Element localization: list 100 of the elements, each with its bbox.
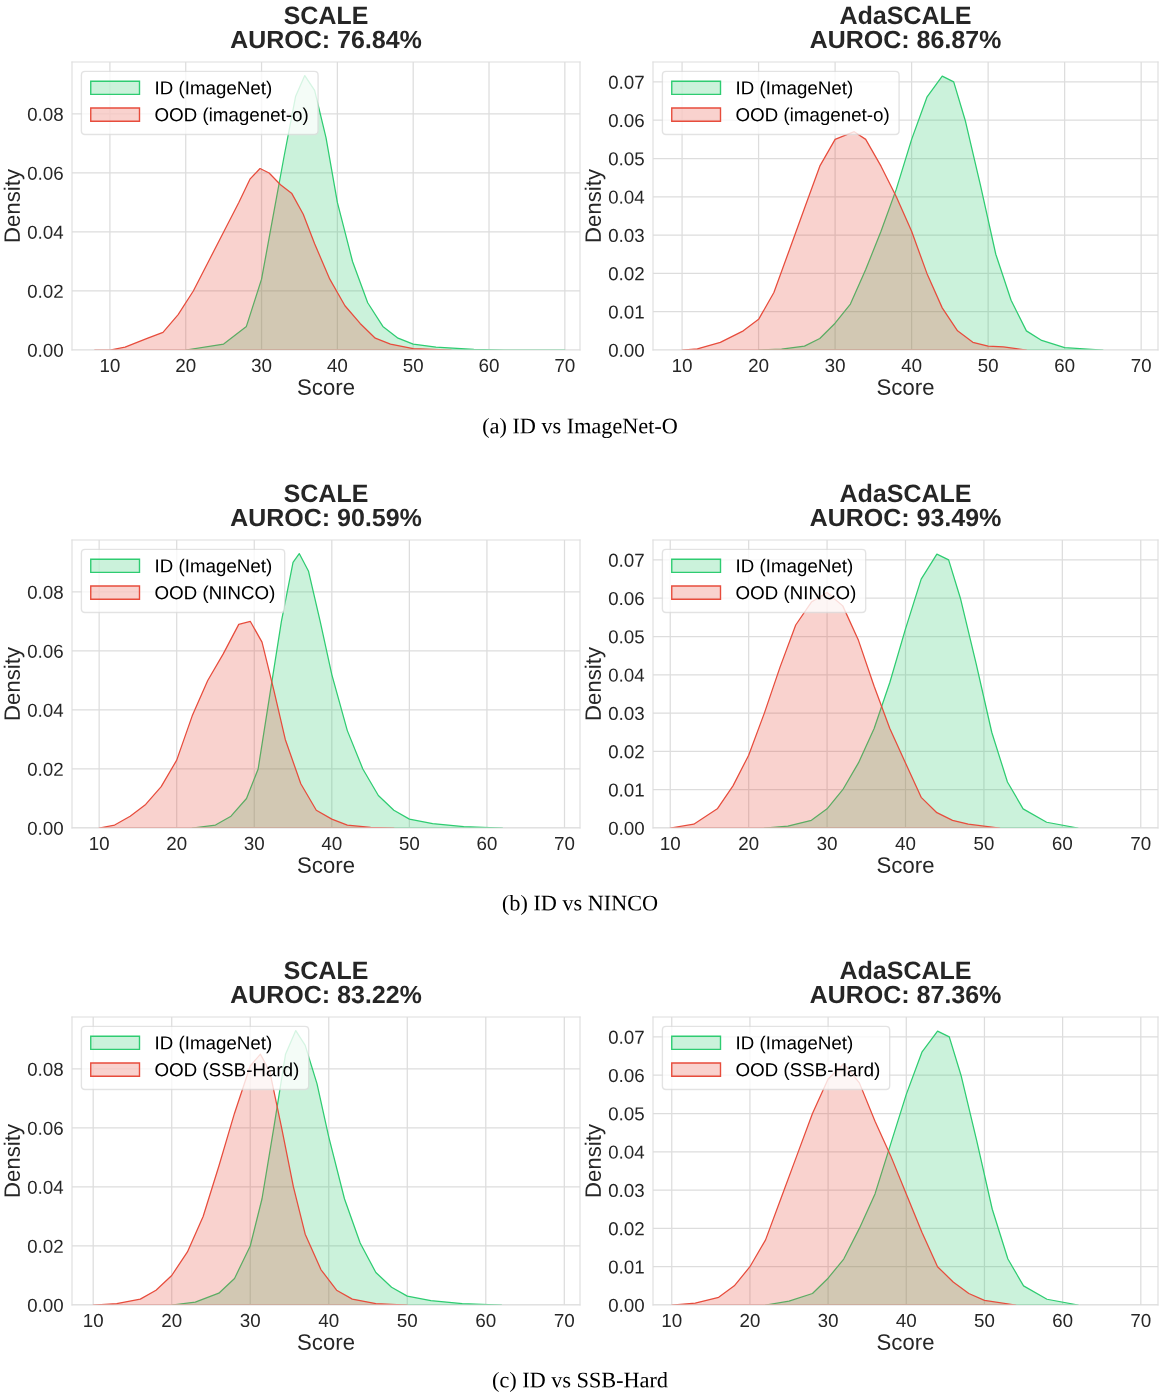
x-axis-title: Score (877, 857, 934, 873)
y-tick-label: 0.03 (608, 706, 644, 721)
x-tick-label: 40 (327, 358, 348, 373)
legend-label: ID (ImageNet) (156, 1035, 272, 1054)
x-tick-label: 20 (162, 1313, 182, 1328)
y-tick-label: 0.06 (27, 166, 63, 180)
y-tick-label: 0.05 (608, 630, 644, 644)
y-tick-label: 0.04 (608, 190, 645, 204)
y-tick-label: 0.02 (27, 284, 63, 298)
text: (a) ID vs ImageNet-O (483, 417, 677, 439)
y-axis-title: Density (3, 646, 25, 720)
x-tick-label: 10 (100, 358, 120, 373)
x-tick-label: 50 (399, 836, 420, 851)
y-tick-label: 0.06 (27, 644, 63, 658)
x-tick-label: 30 (240, 1313, 260, 1328)
x-tick-label: 50 (403, 358, 423, 373)
legend-label: OOD (imagenet-o) (155, 107, 308, 126)
x-tick-label: 10 (673, 358, 692, 373)
y-tick-label: 0.02 (608, 267, 644, 281)
x-tick-label: 50 (974, 836, 994, 851)
x-tick-label: 70 (554, 1313, 574, 1328)
x-tick-label: 20 (739, 836, 759, 851)
y-tick-label: 0.08 (27, 1062, 63, 1076)
y-tick-label: 0.06 (608, 591, 644, 606)
x-axis-title: Score (297, 1334, 355, 1350)
x-tick-label: 50 (397, 1313, 417, 1328)
y-tick-label: 0.07 (608, 1030, 644, 1044)
y-tick-label: 0.03 (608, 228, 644, 243)
x-tick-label: 70 (555, 836, 575, 851)
x-axis-title: Score (877, 379, 934, 395)
x-tick-label: 30 (818, 1313, 838, 1328)
x-tick-label: 10 (662, 1313, 682, 1328)
legend-label: ID (ImageNet) (737, 558, 853, 577)
y-tick-label: 0.02 (27, 762, 63, 776)
legend-label: ID (ImageNet) (156, 558, 272, 577)
y-tick-label: 0.02 (608, 1222, 644, 1236)
chart-title: AdaSCALE AUROC: 86.87% (810, 5, 1001, 49)
y-tick-label: 0.08 (27, 107, 63, 121)
x-tick-label: 60 (476, 1313, 496, 1328)
legend-label: ID (ImageNet) (156, 80, 272, 99)
y-tick-label: 0.02 (27, 1239, 63, 1253)
y-axis-title: Density (3, 1123, 25, 1197)
y-tick-label: 0.00 (608, 343, 644, 357)
y-tick-label: 0.05 (608, 1107, 644, 1121)
y-tick-label: 0.04 (27, 703, 64, 717)
y-tick-label: 0.01 (608, 783, 644, 797)
y-tick-label: 0.01 (608, 305, 644, 319)
y-tick-label: 0.07 (608, 75, 644, 89)
x-tick-label: 20 (167, 836, 187, 851)
x-tick-label: 60 (1055, 358, 1075, 373)
y-tick-label: 0.00 (27, 821, 63, 835)
chart-title: AdaSCALE AUROC: 93.49% (810, 483, 1001, 527)
x-tick-label: 20 (176, 358, 196, 373)
legend-label: OOD (SSB-Hard) (155, 1062, 299, 1081)
x-tick-label: 40 (895, 836, 916, 851)
x-tick-label: 50 (974, 1313, 995, 1328)
x-tick-label: 30 (817, 836, 837, 851)
legend-label: OOD (NINCO) (155, 585, 275, 604)
x-tick-label: 40 (896, 1313, 916, 1328)
x-tick-label: 70 (1131, 1313, 1151, 1328)
y-tick-label: 0.06 (608, 113, 644, 128)
y-axis-title: Density (584, 168, 606, 242)
y-tick-label: 0.00 (608, 821, 644, 835)
x-tick-label: 10 (84, 1313, 103, 1328)
x-tick-label: 40 (318, 1313, 339, 1328)
chart-title: SCALE AUROC: 76.84% (230, 6, 422, 49)
chart-title: SCALE AUROC: 83.22% (230, 961, 422, 1004)
y-tick-label: 0.04 (27, 1180, 64, 1194)
y-tick-label: 0.06 (608, 1068, 644, 1083)
x-tick-label: 30 (251, 358, 272, 373)
y-axis-title: Density (584, 1123, 606, 1197)
legend-label: OOD (NINCO) (736, 585, 856, 604)
x-tick-label: 60 (479, 358, 499, 373)
y-axis-title: Density (584, 646, 606, 720)
x-tick-label: 40 (321, 836, 342, 851)
y-axis-title: Density (3, 168, 25, 242)
y-tick-label: 0.03 (608, 1183, 644, 1198)
x-tick-label: 20 (749, 358, 769, 373)
text: (c) ID vs SSB-Hard (493, 1371, 668, 1393)
y-tick-label: 0.02 (608, 745, 644, 759)
x-tick-label: 30 (244, 836, 264, 851)
x-tick-label: 60 (1052, 836, 1073, 851)
legend-label: OOD (imagenet-o) (736, 107, 889, 126)
chart-title: AdaSCALE AUROC: 87.36% (810, 960, 1001, 1004)
y-tick-label: 0.00 (27, 1298, 63, 1312)
x-tick-label: 70 (1131, 358, 1151, 373)
x-axis-title: Score (877, 1334, 934, 1350)
x-tick-label: 60 (477, 836, 497, 851)
y-tick-label: 0.05 (608, 152, 644, 166)
legend-label: OOD (SSB-Hard) (736, 1062, 880, 1081)
y-tick-label: 0.04 (608, 668, 645, 682)
x-tick-label: 70 (1131, 836, 1151, 851)
y-tick-label: 0.01 (608, 1260, 644, 1274)
legend-label: ID (ImageNet) (737, 80, 853, 99)
y-tick-label: 0.00 (608, 1298, 644, 1312)
x-tick-label: 10 (661, 836, 680, 851)
x-axis-title: Score (297, 857, 355, 873)
chart-title: SCALE AUROC: 90.59% (230, 484, 422, 527)
y-tick-label: 0.06 (27, 1121, 63, 1135)
y-tick-label: 0.00 (27, 343, 63, 357)
